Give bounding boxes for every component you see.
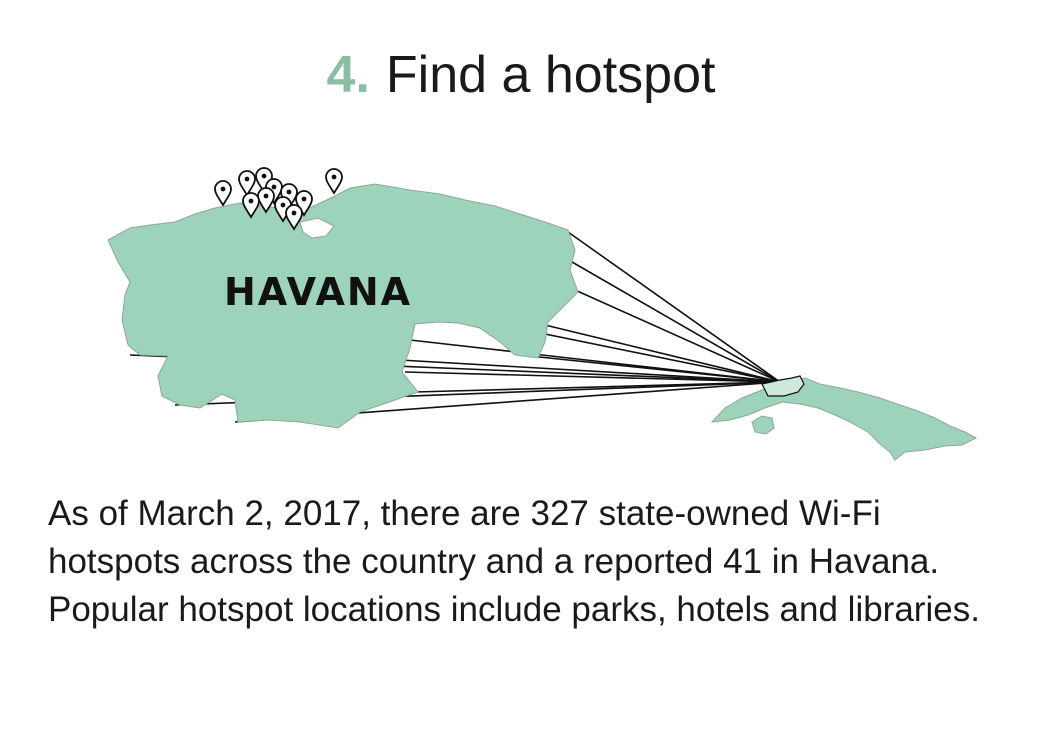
hotspot-pin-icon <box>238 170 256 197</box>
hotspot-pins <box>214 167 343 231</box>
isla-de-la-juventud <box>751 415 775 435</box>
hotspot-pin-icon <box>325 168 343 195</box>
zoom-connector-lines <box>109 231 781 423</box>
hotspot-pin-icon <box>214 180 232 207</box>
hotspot-pin-icon <box>285 204 303 231</box>
havana-bay <box>299 217 335 239</box>
title-text: Find a hotspot <box>385 46 716 104</box>
hotspot-pin-icon <box>242 192 260 219</box>
description-text: As of March 2, 2017, there are 327 state… <box>48 494 980 629</box>
havana-map: HAVANA <box>107 167 978 461</box>
hotspot-pin-icon <box>295 190 313 217</box>
cuba-island-shape <box>710 377 978 461</box>
havana-province-shape <box>107 183 579 429</box>
havana-label: HAVANA <box>224 270 412 314</box>
havana-highlight <box>761 375 805 397</box>
page-title: 4. Find a hotspot <box>0 40 1042 110</box>
step-number: 4. <box>326 46 370 104</box>
